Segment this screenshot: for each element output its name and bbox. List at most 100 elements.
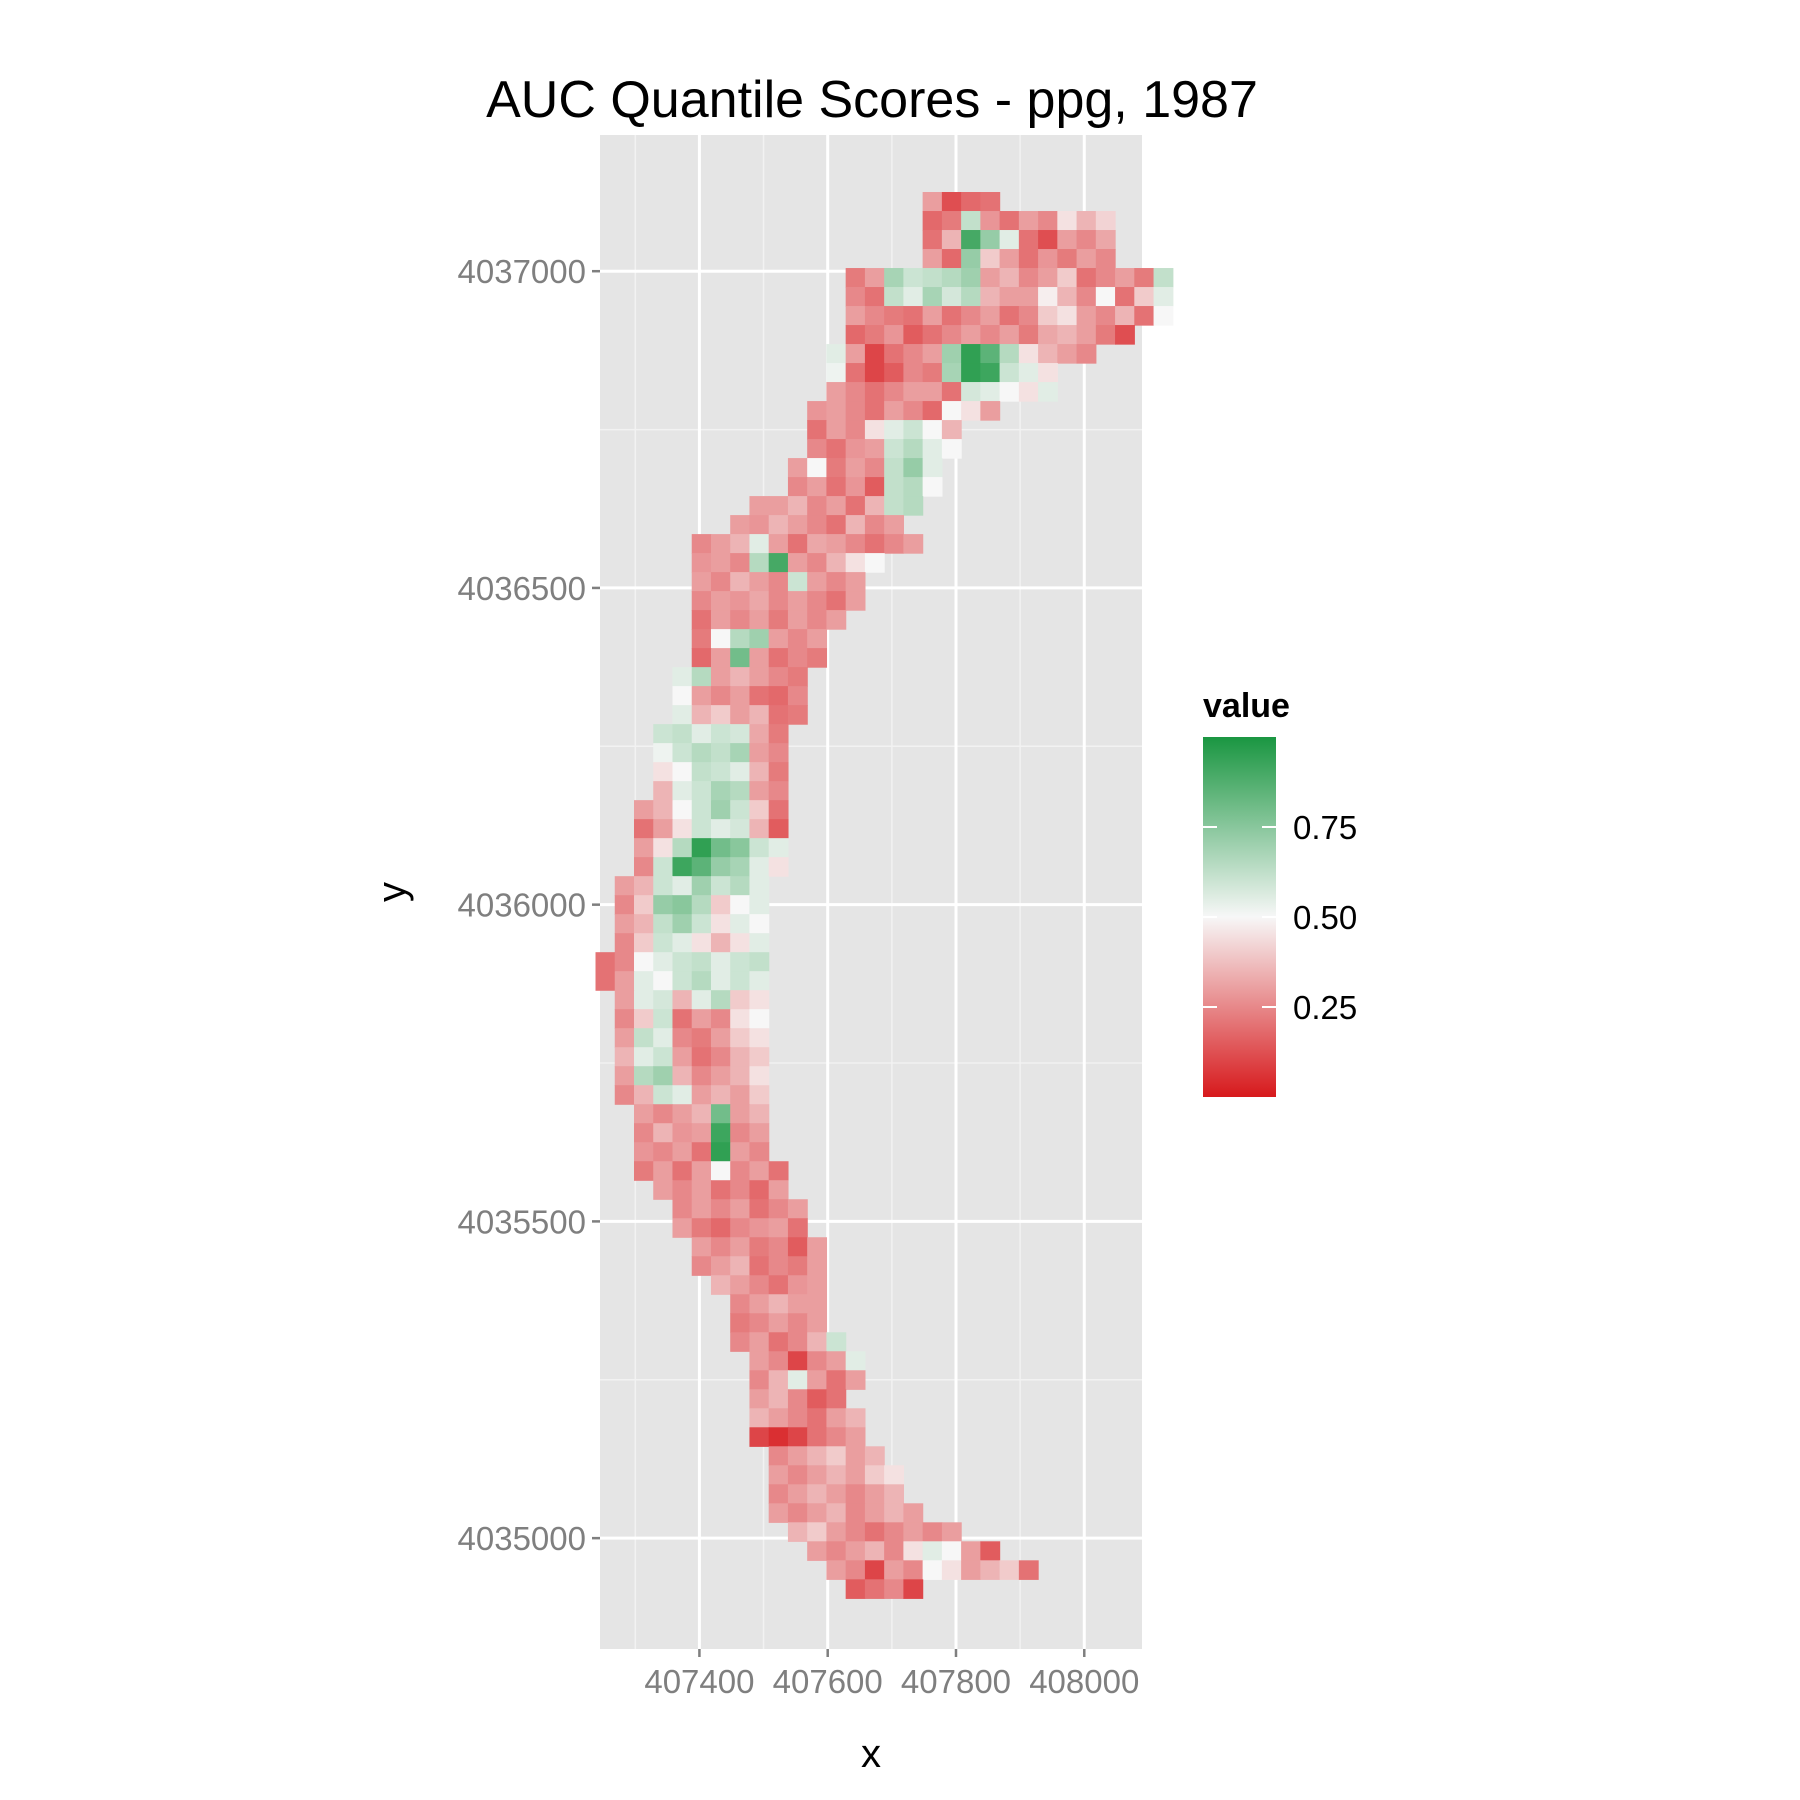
heatmap-tile xyxy=(768,1427,789,1447)
heatmap-tile xyxy=(749,800,770,820)
heatmap-tile xyxy=(961,230,981,250)
heatmap-tile xyxy=(864,1446,885,1466)
heatmap-tile xyxy=(903,382,924,402)
heatmap-tile xyxy=(749,591,770,611)
heatmap-tile xyxy=(614,990,635,1010)
heatmap-tile xyxy=(768,1351,789,1371)
heatmap-tile xyxy=(614,933,635,953)
heatmap-tile xyxy=(864,553,885,573)
heatmap-tile xyxy=(787,667,808,687)
heatmap-tile xyxy=(710,553,731,573)
heatmap-tile xyxy=(653,1161,674,1181)
heatmap-tile xyxy=(710,1275,731,1295)
heatmap-tile xyxy=(845,1503,866,1523)
heatmap-tile xyxy=(826,1560,847,1580)
heatmap-tile xyxy=(672,857,693,877)
heatmap-tile xyxy=(672,971,693,991)
heatmap-tile xyxy=(691,1161,712,1181)
heatmap-tile xyxy=(1095,211,1116,231)
heatmap-tile xyxy=(653,952,674,972)
heatmap-tile xyxy=(864,458,885,478)
heatmap-tile xyxy=(922,306,943,326)
heatmap-tile xyxy=(710,838,731,858)
heatmap-tile xyxy=(787,553,808,573)
heatmap-tile xyxy=(884,458,904,478)
heatmap-tile xyxy=(1057,344,1078,364)
heatmap-tile xyxy=(903,458,924,478)
heatmap-tile xyxy=(807,1484,828,1504)
heatmap-tile xyxy=(787,1332,808,1352)
heatmap-tile xyxy=(653,876,674,896)
heatmap-tile xyxy=(845,1560,866,1580)
heatmap-tile xyxy=(845,1579,866,1599)
heatmap-tile xyxy=(710,1142,731,1162)
heatmap-tile xyxy=(826,458,847,478)
heatmap-tile xyxy=(1018,211,1039,231)
heatmap-tile xyxy=(884,1522,904,1542)
heatmap-tile xyxy=(710,648,731,668)
heatmap-tile xyxy=(768,1370,789,1390)
heatmap-tile xyxy=(691,667,712,687)
heatmap-tile xyxy=(1095,230,1116,250)
heatmap-tile xyxy=(710,1009,731,1029)
heatmap-tile xyxy=(768,591,789,611)
heatmap-tile xyxy=(768,1465,789,1485)
heatmap-tile xyxy=(634,819,654,839)
heatmap-tile xyxy=(1134,306,1155,326)
heatmap-tile xyxy=(980,192,1001,212)
legend-break-label: 0.25 xyxy=(1293,989,1357,1026)
heatmap-tile xyxy=(768,496,789,516)
heatmap-tile xyxy=(1057,211,1078,231)
heatmap-tile xyxy=(749,496,770,516)
heatmap-tile xyxy=(1095,287,1116,307)
heatmap-tile xyxy=(595,952,616,972)
heatmap-tile xyxy=(691,819,712,839)
heatmap-tile xyxy=(807,1256,828,1276)
heatmap-tile xyxy=(672,800,693,820)
heatmap-tile xyxy=(691,629,712,649)
heatmap-tile xyxy=(730,1066,751,1086)
heatmap-tile xyxy=(730,857,751,877)
heatmap-tile xyxy=(903,363,924,383)
heatmap-tile xyxy=(614,952,635,972)
heatmap-tile xyxy=(787,1199,808,1219)
heatmap-tile xyxy=(730,990,751,1010)
heatmap-tile xyxy=(807,1237,828,1257)
heatmap-tile xyxy=(807,1465,828,1485)
heatmap-tile xyxy=(1018,230,1039,250)
heatmap-tile xyxy=(807,458,828,478)
heatmap-tile xyxy=(634,1123,654,1143)
heatmap-tile xyxy=(672,895,693,915)
heatmap-tile xyxy=(730,895,751,915)
heatmap-tile xyxy=(941,382,962,402)
heatmap-tile xyxy=(749,971,770,991)
heatmap-tile xyxy=(922,382,943,402)
heatmap-tile xyxy=(672,1199,693,1219)
heatmap-tile xyxy=(710,534,731,554)
heatmap-tile xyxy=(807,572,828,592)
heatmap-tile xyxy=(826,553,847,573)
heatmap-tile xyxy=(634,990,654,1010)
heatmap-tile xyxy=(1038,363,1058,383)
heatmap-tile xyxy=(749,705,770,725)
heatmap-tile xyxy=(614,1066,635,1086)
heatmap-tile xyxy=(749,876,770,896)
heatmap-tile xyxy=(903,477,924,497)
heatmap-tile xyxy=(768,781,789,801)
heatmap-tile xyxy=(634,838,654,858)
heatmap-tile xyxy=(634,895,654,915)
heatmap-tile xyxy=(672,838,693,858)
heatmap-tile xyxy=(730,838,751,858)
heatmap-tile xyxy=(730,1009,751,1029)
heatmap-tile xyxy=(730,952,751,972)
heatmap-tile xyxy=(922,420,943,440)
heatmap-tile xyxy=(864,515,885,535)
heatmap-tile xyxy=(710,1199,731,1219)
heatmap-tile xyxy=(826,344,847,364)
heatmap-tile xyxy=(614,1009,635,1029)
heatmap-tile xyxy=(961,192,981,212)
heatmap-tile xyxy=(807,1313,828,1333)
heatmap-tile xyxy=(691,1066,712,1086)
heatmap-tile xyxy=(672,990,693,1010)
heatmap-tile xyxy=(653,819,674,839)
